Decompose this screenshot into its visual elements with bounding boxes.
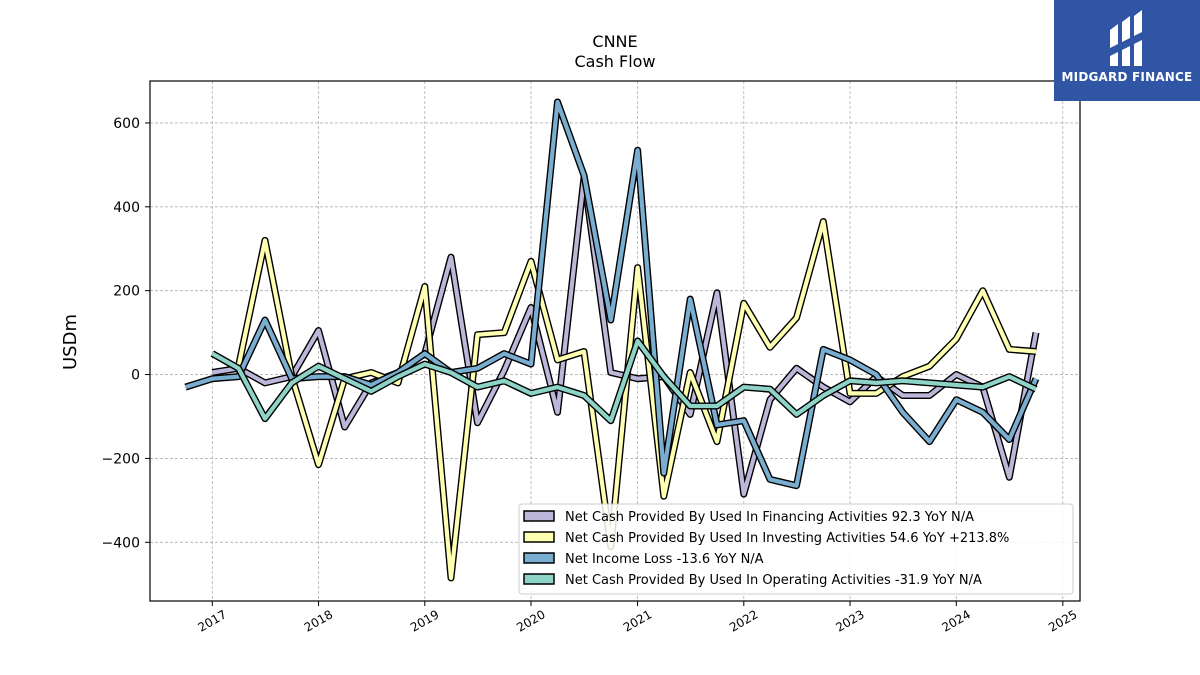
y-tick-label: 0	[131, 368, 140, 384]
legend-box	[518, 503, 1074, 595]
x-tick-label: 2024	[940, 607, 973, 634]
legend: Net Cash Provided By Used In Financing A…	[518, 503, 1074, 595]
legend-swatch-2	[523, 531, 555, 543]
x-tick-label: 2021	[621, 607, 654, 634]
x-tick-label: 2025	[1046, 607, 1079, 634]
series-line-2	[236, 219, 1037, 580]
x-tick-label: 2022	[727, 607, 760, 634]
x-tick-label: 2018	[302, 607, 335, 634]
y-axis-label: USDm	[60, 314, 81, 370]
legend-swatch-1	[523, 510, 555, 522]
legend-label-4: Net Cash Provided By Used In Operating A…	[565, 573, 982, 588]
chart-title: CNNE	[592, 32, 637, 51]
series-line-outline-3	[184, 98, 1040, 490]
series-line-4	[211, 338, 1037, 423]
legend-label-1: Net Cash Provided By Used In Financing A…	[565, 510, 974, 525]
y-tick-label: −400	[102, 535, 140, 551]
plot-area-frame	[149, 80, 1081, 602]
x-tick-label: 2023	[833, 607, 866, 634]
y-tick-label: −200	[102, 451, 140, 467]
legend-label-2: Net Cash Provided By Used In Investing A…	[565, 531, 1009, 546]
y-tick-label: 400	[113, 200, 140, 216]
x-tick-label: 2017	[196, 607, 229, 634]
y-tick-label: 200	[113, 284, 140, 300]
x-tick-label: 2020	[514, 607, 547, 634]
brand-logo-text: MIDGARD FINANCE	[1061, 70, 1193, 84]
legend-swatch-4	[523, 573, 555, 585]
brand-logo-mark-icon	[1110, 10, 1142, 66]
series-line-3	[184, 99, 1038, 488]
legend-swatch-3	[523, 552, 555, 564]
legend-label-3: Net Income Loss -13.6 YoY N/A	[565, 552, 764, 567]
brand-logo: MIDGARD FINANCE	[1054, 0, 1200, 101]
x-tick-label: 2019	[408, 607, 441, 634]
series-lines	[184, 98, 1040, 582]
chart-subtitle: Cash Flow	[574, 52, 655, 71]
y-tick-label: 600	[113, 116, 140, 132]
